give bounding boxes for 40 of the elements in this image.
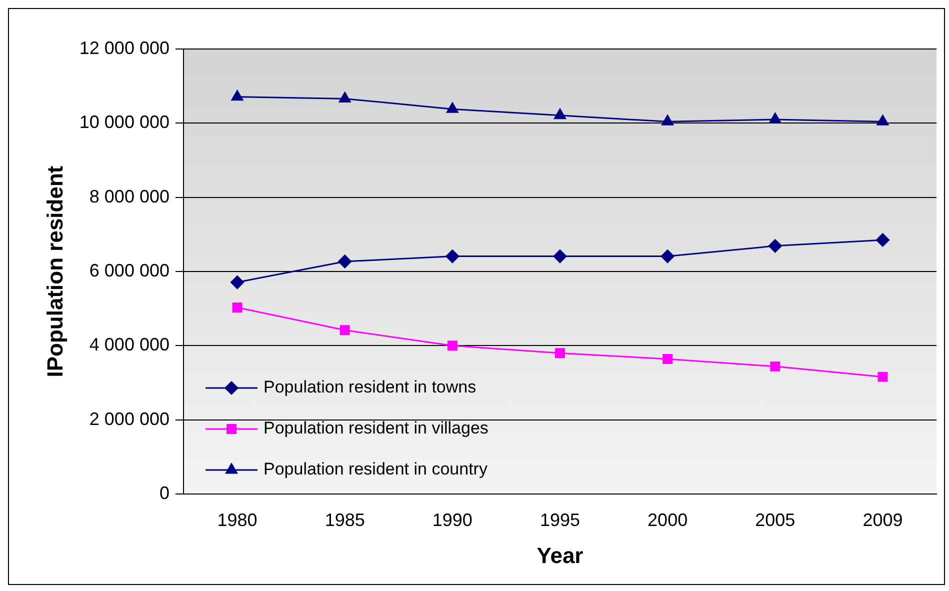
x-axis-title: Year bbox=[536, 542, 584, 568]
point bbox=[662, 114, 674, 126]
point bbox=[338, 254, 352, 268]
point bbox=[232, 302, 242, 312]
y-tick-label: 12 000 000 bbox=[79, 38, 170, 58]
legend-label: Population resident in villages bbox=[263, 418, 488, 438]
x-tick-label: 2000 bbox=[648, 510, 688, 530]
point bbox=[662, 354, 673, 364]
point bbox=[553, 250, 567, 264]
x-tick-label: 1990 bbox=[432, 510, 472, 530]
point bbox=[338, 92, 351, 102]
point bbox=[230, 276, 244, 290]
x-tick-label: 1995 bbox=[540, 510, 580, 530]
point bbox=[554, 108, 566, 120]
legend-label: Population resident in country bbox=[263, 460, 488, 479]
point bbox=[768, 239, 782, 253]
point bbox=[876, 233, 890, 247]
y-tick-label: 6 000 000 bbox=[89, 260, 170, 280]
y-tick-label: 8 000 000 bbox=[89, 186, 170, 206]
point bbox=[660, 250, 674, 264]
point bbox=[770, 361, 780, 372]
x-tick-label: 1985 bbox=[324, 510, 365, 530]
point bbox=[447, 340, 458, 351]
point bbox=[231, 90, 244, 101]
point bbox=[876, 114, 889, 126]
point bbox=[340, 325, 350, 336]
y-tick-label: 10 000 000 bbox=[79, 112, 170, 132]
x-tick-label: 2005 bbox=[755, 510, 796, 530]
point bbox=[446, 102, 458, 113]
point bbox=[769, 112, 782, 124]
x-tick-label: 2009 bbox=[862, 510, 903, 530]
y-tick-label: 4 000 000 bbox=[89, 334, 170, 355]
point bbox=[555, 348, 565, 358]
x-tick-label: 1980 bbox=[217, 510, 258, 530]
point bbox=[878, 372, 888, 382]
y-axis-title: IPopulation resident bbox=[42, 165, 68, 378]
y-tick-label: 2 000 000 bbox=[89, 408, 170, 429]
y-tick-label: 0 bbox=[159, 482, 170, 503]
point bbox=[446, 250, 460, 264]
legend-label: Population resident in towns bbox=[263, 378, 476, 397]
